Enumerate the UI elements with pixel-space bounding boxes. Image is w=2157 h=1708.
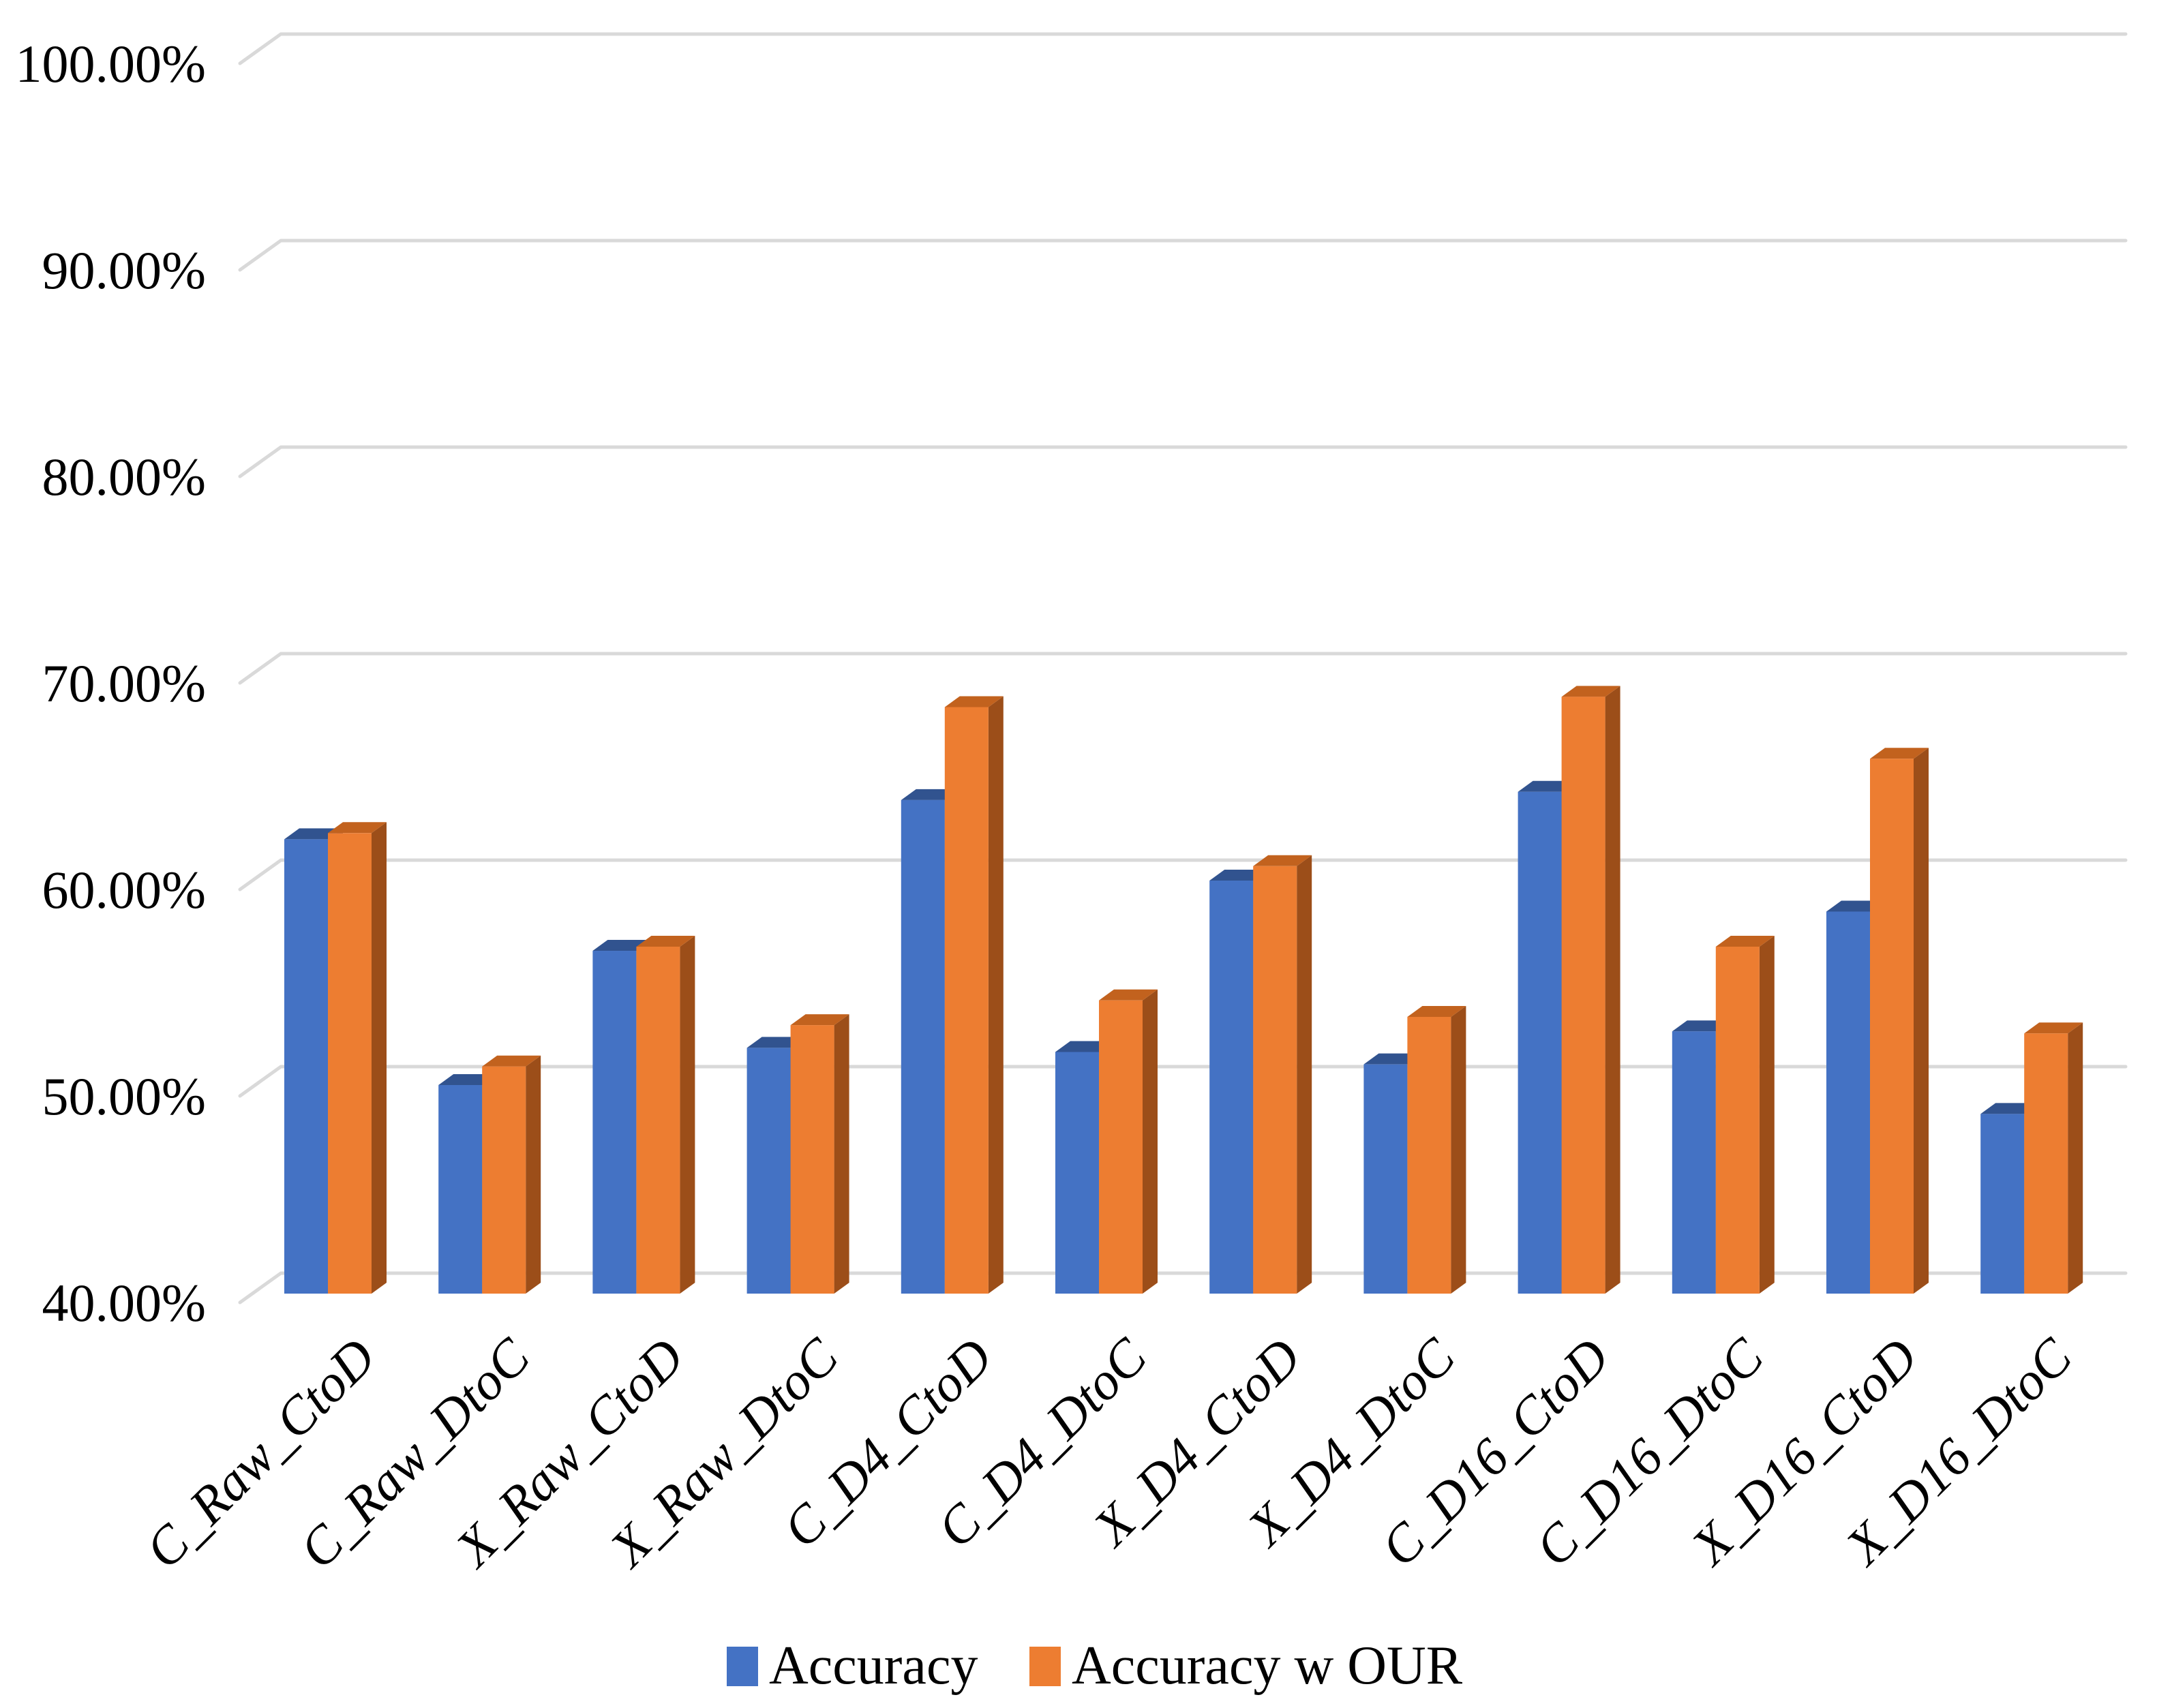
- y-axis-tick-label: 60.00%: [42, 860, 206, 919]
- bar-accuracy-w-our-X_D4_DtoC: [1407, 1016, 1451, 1294]
- bar-accuracy-w-our-X_D4_CtoD: [1253, 866, 1297, 1294]
- bar-accuracy-C_D16_CtoD: [1518, 791, 1562, 1294]
- bars: [284, 686, 2083, 1294]
- legend-label-accuracy-w-our: Accuracy w OUR: [1072, 1636, 1463, 1696]
- bar-accuracy-w-our-X_D16_CtoD: [1870, 759, 1914, 1294]
- legend-swatch-accuracy: [727, 1647, 758, 1686]
- bar-top-accuracy-w-our: [328, 822, 387, 834]
- bar-accuracy-w-our-C_D16_DtoC: [1715, 946, 1760, 1294]
- bar-top-accuracy-w-our: [1099, 989, 1158, 1001]
- bar-side-accuracy-w-our: [1297, 855, 1312, 1294]
- gridlines: [238, 32, 2128, 1305]
- bar-accuracy-w-our-C_D4_DtoC: [1099, 1000, 1143, 1294]
- y-axis-tick-label: 100.00%: [16, 34, 206, 93]
- bar-top-accuracy-w-our: [1253, 855, 1312, 866]
- gridline: [238, 858, 2128, 891]
- bar-accuracy-X_D4_DtoC: [1363, 1064, 1408, 1294]
- bar-side-accuracy-w-our: [680, 935, 695, 1294]
- bar-accuracy-X_Raw_DtoC: [746, 1048, 791, 1294]
- bar-accuracy-w-our-X_D16_DtoC: [2024, 1033, 2068, 1294]
- gridline: [238, 239, 2128, 272]
- x-axis-labels: C_Raw_CtoDC_Raw_DtoCX_Raw_CtoDX_Raw_DtoC…: [134, 1326, 2083, 1580]
- bar-accuracy-w-our-X_Raw_DtoC: [790, 1025, 834, 1294]
- bar-side-accuracy-w-our: [2068, 1022, 2083, 1294]
- bar-top-accuracy-w-our: [944, 696, 1004, 707]
- bar-side-accuracy-w-our: [1914, 748, 1929, 1294]
- bar-side-accuracy-w-our: [372, 822, 387, 1294]
- bar-accuracy-X_D4_CtoD: [1209, 881, 1254, 1294]
- legend-swatch-accuracy-w-our: [1029, 1647, 1061, 1686]
- bar-accuracy-C_D4_DtoC: [1055, 1052, 1099, 1294]
- y-axis-tick-label: 90.00%: [42, 241, 206, 300]
- bar-top-accuracy-w-our: [1407, 1005, 1466, 1017]
- bar-side-accuracy-w-our: [1759, 935, 1775, 1294]
- gridline: [238, 1271, 2128, 1305]
- bar-accuracy-C_Raw_CtoD: [284, 839, 328, 1294]
- bar-top-accuracy-w-our: [2024, 1022, 2083, 1034]
- gridline: [238, 652, 2128, 685]
- bar-top-accuracy-w-our: [1561, 686, 1620, 697]
- y-axis-labels: 100.00% 90.00% 80.00% 70.00% 60.00% 50.00% 40.…: [16, 34, 206, 1332]
- bar-side-accuracy-w-our: [988, 696, 1004, 1294]
- bar-accuracy-X_D16_CtoD: [1826, 911, 1870, 1294]
- bar-accuracy-w-our-C_D4_CtoD: [944, 707, 989, 1294]
- bar-top-accuracy-w-our: [482, 1055, 541, 1067]
- bar-side-accuracy-w-our: [1143, 989, 1158, 1294]
- bar-accuracy-X_Raw_CtoD: [592, 951, 637, 1294]
- bar-accuracy-w-our-C_Raw_DtoC: [482, 1066, 526, 1294]
- bar-accuracy-C_D4_CtoD: [901, 799, 945, 1294]
- bar-accuracy-w-our-C_Raw_CtoD: [328, 833, 372, 1294]
- legend-label-accuracy: Accuracy: [769, 1636, 978, 1696]
- bar-top-accuracy-w-our: [790, 1014, 849, 1026]
- y-axis-tick-label: 80.00%: [42, 447, 206, 506]
- bar-side-accuracy-w-our: [1605, 686, 1620, 1294]
- y-axis-tick-label: 40.00%: [42, 1273, 206, 1332]
- bar-top-accuracy-w-our: [636, 935, 695, 947]
- bar-accuracy-C_Raw_DtoC: [438, 1084, 483, 1294]
- bar-top-accuracy-w-our: [1715, 935, 1775, 947]
- gridline: [238, 445, 2128, 478]
- bar-accuracy-C_D16_DtoC: [1672, 1031, 1716, 1294]
- chart-legend: Accuracy Accuracy w OUR: [727, 1636, 1463, 1696]
- gridline: [238, 32, 2128, 65]
- y-axis-tick-label: 70.00%: [42, 654, 206, 713]
- bar-accuracy-X_D16_DtoC: [1980, 1114, 2025, 1294]
- bar-accuracy-w-our-C_D16_CtoD: [1561, 697, 1605, 1294]
- y-axis-tick-label: 50.00%: [42, 1067, 206, 1126]
- bar-side-accuracy-w-our: [834, 1014, 849, 1294]
- gridline: [238, 1065, 2128, 1098]
- bar-top-accuracy-w-our: [1870, 748, 1929, 759]
- bar-side-accuracy-w-our: [526, 1055, 541, 1294]
- bar-side-accuracy-w-our: [1451, 1005, 1466, 1294]
- bar-accuracy-w-our-X_Raw_CtoD: [636, 946, 680, 1294]
